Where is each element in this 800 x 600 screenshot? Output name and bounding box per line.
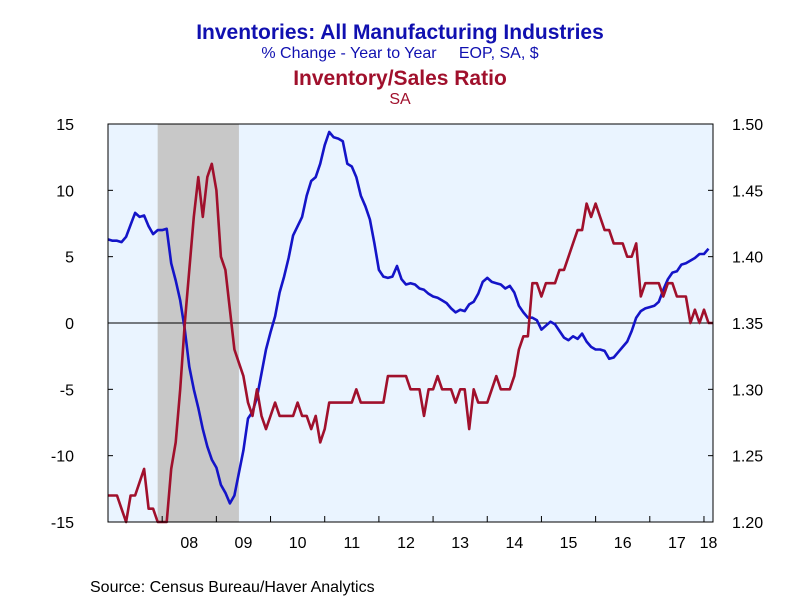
- plot-frame: [107, 123, 714, 523]
- chart-subtitle: % Change - Year to Year EOP, SA, $: [261, 45, 538, 62]
- left-tick-label: 10: [56, 183, 74, 200]
- right-tick-label: 1.45: [732, 183, 763, 200]
- chart-title: Inventories: All Manufacturing Industrie…: [196, 21, 604, 44]
- right-tick-label: 1.35: [732, 316, 763, 333]
- left-tick-label: -15: [51, 515, 74, 532]
- x-tick-label: 12: [397, 535, 415, 552]
- x-tick-label: 14: [505, 535, 523, 552]
- chart-marks: [107, 130, 713, 524]
- right-tick-label: 1.25: [732, 449, 763, 466]
- left-tick-label: -5: [60, 382, 74, 399]
- left-tick-label: 5: [65, 250, 74, 267]
- axis-ticks: 15 10 5 0 -5 -10 -15 1.50 1.45 1.40 1.35 1.30 1.25 1.…: [51, 117, 763, 552]
- right-tick-label: 1.20: [732, 515, 763, 532]
- right-tick-label: 1.40: [732, 250, 763, 267]
- x-tick-label: 13: [451, 535, 469, 552]
- x-tick-label: 09: [235, 535, 253, 552]
- source-note: Source: Census Bureau/Haver Analytics: [90, 579, 375, 596]
- x-tick-label: 16: [614, 535, 632, 552]
- x-tick-label: 18: [700, 535, 718, 552]
- inventories-yoy-line: [107, 130, 710, 505]
- right-tick-label: 1.50: [732, 117, 763, 134]
- x-tick-label: 15: [560, 535, 578, 552]
- x-tick-label: 11: [344, 535, 361, 552]
- right-tick-label: 1.30: [732, 382, 763, 399]
- x-tick-label: 08: [180, 535, 198, 552]
- x-tick-label: 17: [668, 535, 686, 552]
- x-tick-label: 10: [289, 535, 307, 552]
- left-tick-label: 15: [56, 117, 74, 134]
- left-tick-label: -10: [51, 449, 74, 466]
- secondary-subtitle: SA: [389, 91, 411, 108]
- secondary-title: Inventory/Sales Ratio: [293, 67, 507, 90]
- inventory-sales-ratio-line: [108, 162, 713, 524]
- left-tick-label: 0: [65, 316, 74, 333]
